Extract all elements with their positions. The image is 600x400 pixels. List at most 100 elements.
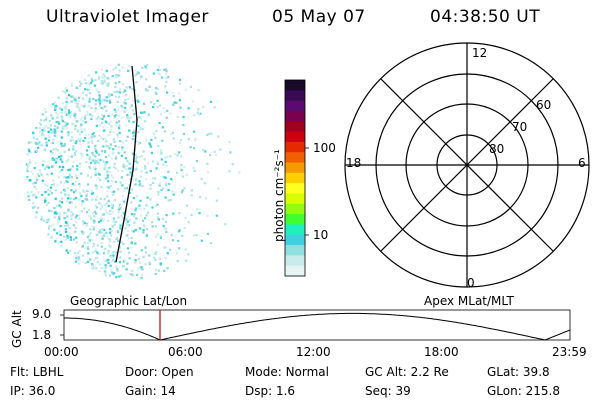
uv-pixel [130, 241, 133, 244]
uv-pixel [109, 128, 112, 131]
uv-pixel [131, 178, 134, 181]
uv-pixel [103, 228, 106, 231]
uv-pixel [97, 91, 100, 94]
uv-pixel [100, 106, 103, 109]
uv-pixel [65, 103, 68, 106]
uv-pixel [139, 175, 143, 178]
uv-pixel [67, 109, 71, 112]
uv-pixel [112, 68, 115, 71]
uv-pixel [127, 118, 130, 121]
uv-pixel [41, 179, 44, 182]
uv-pixel [64, 125, 67, 128]
uv-pixel [97, 153, 100, 156]
uv-pixel [93, 84, 97, 87]
uv-pixel [43, 119, 46, 122]
uv-pixel [42, 134, 45, 137]
uv-pixel [112, 256, 115, 259]
uv-pixel [46, 164, 49, 167]
uv-pixel [56, 149, 59, 152]
uv-pixel [50, 172, 53, 175]
uv-pixel [104, 274, 107, 277]
uv-pixel [139, 199, 142, 202]
uv-pixel [111, 207, 114, 210]
uv-pixel [44, 191, 47, 194]
uv-pixel [107, 122, 110, 125]
uv-pixel [44, 183, 47, 186]
uv-pixel [41, 113, 44, 116]
colorbar-label-10: 10 [313, 228, 329, 242]
uv-pixel [160, 152, 163, 155]
uv-pixel [112, 75, 115, 78]
uv-pixel [51, 141, 54, 145]
uv-pixel [124, 227, 127, 230]
uv-pixel [101, 228, 104, 231]
uv-pixel [151, 177, 155, 180]
uv-pixel [109, 228, 112, 231]
uv-pixel [139, 128, 142, 131]
uv-pixel [94, 107, 97, 110]
uv-pixel [142, 231, 145, 234]
uv-pixel [156, 87, 159, 90]
uv-pixel [114, 66, 118, 69]
uv-pixel [95, 198, 98, 201]
uv-pixel [167, 76, 170, 79]
uv-pixel [119, 250, 122, 253]
uv-pixel [87, 247, 90, 250]
uv-pixel [135, 156, 138, 159]
uv-pixel [80, 152, 83, 155]
uv-pixel [78, 80, 82, 83]
info-flt: Flt: LBHL [10, 365, 64, 379]
uv-pixel [91, 114, 94, 117]
uv-pixel [74, 127, 77, 130]
mlt-label-18: 18 [346, 156, 362, 170]
uv-pixel [34, 162, 37, 165]
uv-pixel [169, 155, 172, 158]
uv-pixel [131, 109, 134, 112]
uv-pixel [119, 241, 122, 244]
uv-pixel [92, 225, 96, 228]
uv-pixel [85, 82, 88, 85]
uv-pixel [126, 224, 129, 228]
uv-pixel [159, 236, 162, 239]
uv-pixel [159, 149, 163, 152]
uv-pixel [58, 165, 61, 168]
uv-pixel [63, 127, 66, 130]
uv-pixel [164, 246, 167, 249]
uv-pixel [131, 87, 134, 91]
uv-pixel [172, 103, 175, 106]
uv-pixel [79, 142, 82, 145]
uv-pixel [77, 138, 80, 141]
uv-pixel [93, 266, 96, 269]
colorbar-band [285, 131, 305, 143]
uv-pixel [71, 123, 74, 126]
uv-pixel [187, 221, 190, 224]
uv-pixel [104, 163, 107, 166]
uv-pixel [98, 99, 101, 102]
uv-pixel [178, 92, 181, 95]
uv-pixel [161, 217, 164, 220]
uv-pixel [63, 181, 66, 184]
uv-pixel [169, 248, 172, 251]
uv-pixel [152, 106, 155, 109]
uv-pixel [178, 99, 181, 102]
uv-pixel [91, 238, 94, 242]
uv-pixel [115, 276, 118, 279]
uv-pixel [105, 177, 108, 180]
uv-pixel [102, 220, 105, 223]
uv-pixel [26, 153, 29, 156]
uv-pixel [154, 91, 157, 94]
uv-pixel [200, 177, 203, 180]
uv-pixel [34, 150, 37, 153]
uv-pixel [124, 157, 127, 160]
uv-pixel [113, 190, 116, 193]
uv-pixel [157, 190, 160, 193]
uv-pixel [204, 150, 207, 153]
uv-pixel [67, 194, 70, 197]
uv-pixel [78, 249, 81, 252]
uv-pixel [156, 99, 159, 102]
uv-pixel [88, 104, 91, 107]
uv-pixel [56, 116, 59, 119]
uv-pixel [45, 144, 48, 147]
uv-pixel [103, 165, 107, 168]
